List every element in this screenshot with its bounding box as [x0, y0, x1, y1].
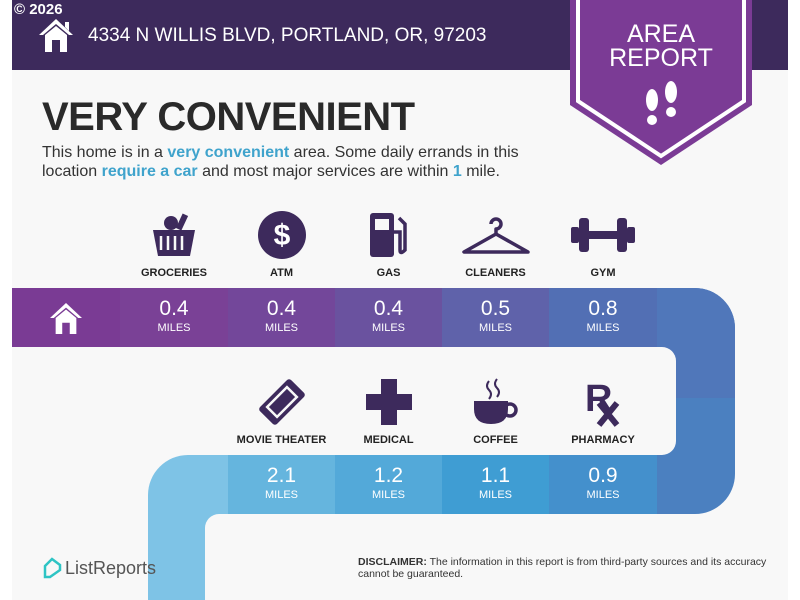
distance-cell: 0.9 MILES	[549, 455, 657, 514]
grocery-basket-icon	[134, 210, 214, 260]
top_row-label: GAS	[376, 267, 401, 279]
distance-cell: 1.2 MILES	[335, 455, 442, 514]
bottom_row-label: MOVIE THEATER	[236, 434, 327, 446]
distance-cell: 0.8 MILES	[549, 288, 657, 347]
distance-value: 0.4	[373, 297, 404, 320]
distance-unit: MILES	[478, 322, 512, 334]
gas-pump-icon	[349, 210, 429, 260]
top_row-label: ATM	[269, 267, 293, 279]
description: This home is in a very convenient area. …	[42, 144, 519, 180]
distance-cell: 1.1 MILES	[442, 455, 549, 514]
distance-value: 2.1	[266, 464, 297, 487]
distance-cell: 0.4 MILES	[335, 288, 442, 347]
distance-cell: 2.1 MILES	[228, 455, 335, 514]
distance-value: 0.5	[480, 297, 511, 320]
footprints-icon	[646, 81, 677, 125]
hanger-icon	[456, 210, 536, 260]
dollar-icon: $	[242, 210, 322, 260]
home-icon	[50, 302, 82, 334]
route-inner-curve-bottom	[205, 514, 325, 600]
top_row-label: GYM	[590, 267, 616, 279]
top_row-label: GROCERIES	[140, 267, 207, 279]
bottom_row-label: COFFEE	[473, 434, 518, 446]
rx-icon: R	[563, 377, 643, 427]
page-title: VERY CONVENIENT	[42, 95, 415, 139]
home-icon	[39, 19, 73, 52]
route-inner-curve	[560, 347, 676, 455]
medical-cross-icon	[349, 377, 429, 427]
distance-unit: MILES	[371, 489, 405, 501]
area-report-badge	[570, 0, 752, 165]
distance-cell: 0.4 MILES	[228, 288, 335, 347]
distance-value: 0.9	[588, 464, 618, 487]
distance-unit: MILES	[264, 322, 298, 334]
distance-value: 0.8	[588, 297, 618, 320]
coffee-cup-icon	[456, 377, 536, 427]
distance-value: 0.4	[159, 297, 189, 320]
listreports-logo[interactable]: ListReports	[42, 557, 156, 579]
badge-text: AREA REPORT	[609, 20, 713, 72]
distance-unit: MILES	[264, 489, 298, 501]
disclaimer: DISCLAIMER: The information in this repo…	[358, 556, 767, 580]
distance-value: 1.1	[480, 464, 511, 487]
svg-text:$: $	[273, 219, 290, 252]
home-cell	[12, 288, 120, 347]
distance-value: 1.2	[373, 464, 404, 487]
distance-unit: MILES	[157, 322, 191, 334]
distance-unit: MILES	[371, 322, 405, 334]
distance-value: 0.4	[266, 297, 297, 320]
ticket-icon	[242, 377, 322, 427]
distance-unit: MILES	[586, 489, 620, 501]
distance-cell: 0.5 MILES	[442, 288, 549, 347]
dumbbell-icon	[563, 210, 643, 260]
distance-cell: 0.4 MILES	[120, 288, 228, 347]
distance-unit: MILES	[478, 489, 512, 501]
top_row-label: CLEANERS	[465, 267, 526, 279]
logo-icon	[43, 557, 62, 579]
copyright: © 2026	[14, 1, 63, 18]
bottom_row-label: PHARMACY	[571, 434, 635, 446]
address: 4334 N WILLIS BLVD, PORTLAND, OR, 97203	[88, 25, 487, 46]
bottom_row-label: MEDICAL	[363, 434, 414, 446]
distance-unit: MILES	[586, 322, 620, 334]
